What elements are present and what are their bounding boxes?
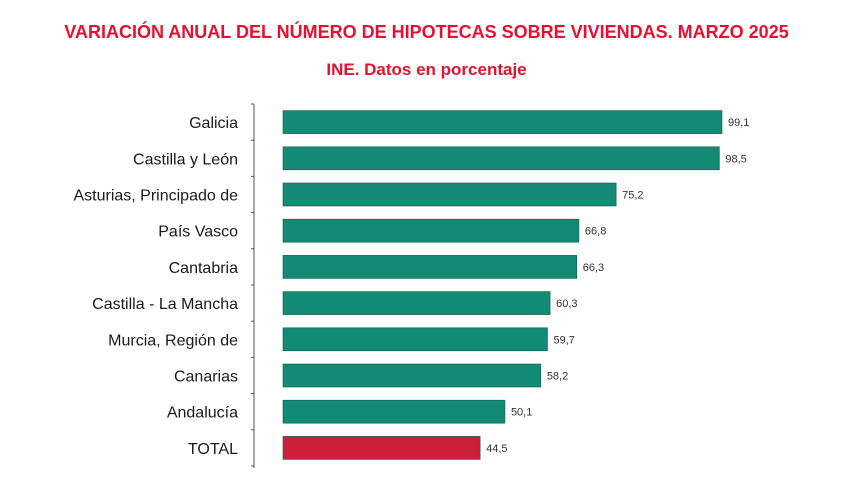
value-label: 60,3 [556, 298, 577, 310]
category-label: Asturias, Principado de [73, 188, 238, 205]
value-label: 99,1 [728, 117, 749, 129]
category-label: Murcia, Región de [108, 332, 238, 349]
category-label: Castilla y León [133, 151, 238, 168]
value-label: 75,2 [622, 190, 643, 202]
value-label: 98,5 [725, 153, 746, 165]
value-label: 66,3 [583, 262, 604, 274]
category-label: TOTAL [188, 441, 238, 458]
value-label: 66,8 [585, 226, 606, 238]
bar [282, 399, 506, 424]
bar [282, 327, 548, 352]
chart-title: VARIACIÓN ANUAL DEL NÚMERO DE HIPOTECAS … [64, 22, 789, 42]
chart-subtitle: INE. Datos en porcentaje [326, 60, 527, 79]
category-label: Canarias [174, 369, 238, 386]
bar [282, 255, 578, 279]
bar [282, 291, 551, 315]
bar [282, 182, 617, 207]
total-bar [282, 436, 481, 460]
category-label: País Vasco [158, 224, 238, 241]
category-label: Andalucía [167, 405, 238, 422]
category-label: Galicia [189, 115, 238, 132]
value-label: 58,2 [547, 371, 568, 383]
bar [282, 146, 720, 171]
value-label: 50,1 [511, 407, 532, 419]
bar [282, 218, 580, 243]
value-label: 44,5 [486, 443, 507, 455]
bar [282, 110, 723, 134]
category-label: Cantabria [169, 260, 238, 277]
category-label: Castilla - La Mancha [92, 296, 238, 313]
value-label: 59,7 [553, 334, 574, 346]
bar [282, 363, 542, 388]
